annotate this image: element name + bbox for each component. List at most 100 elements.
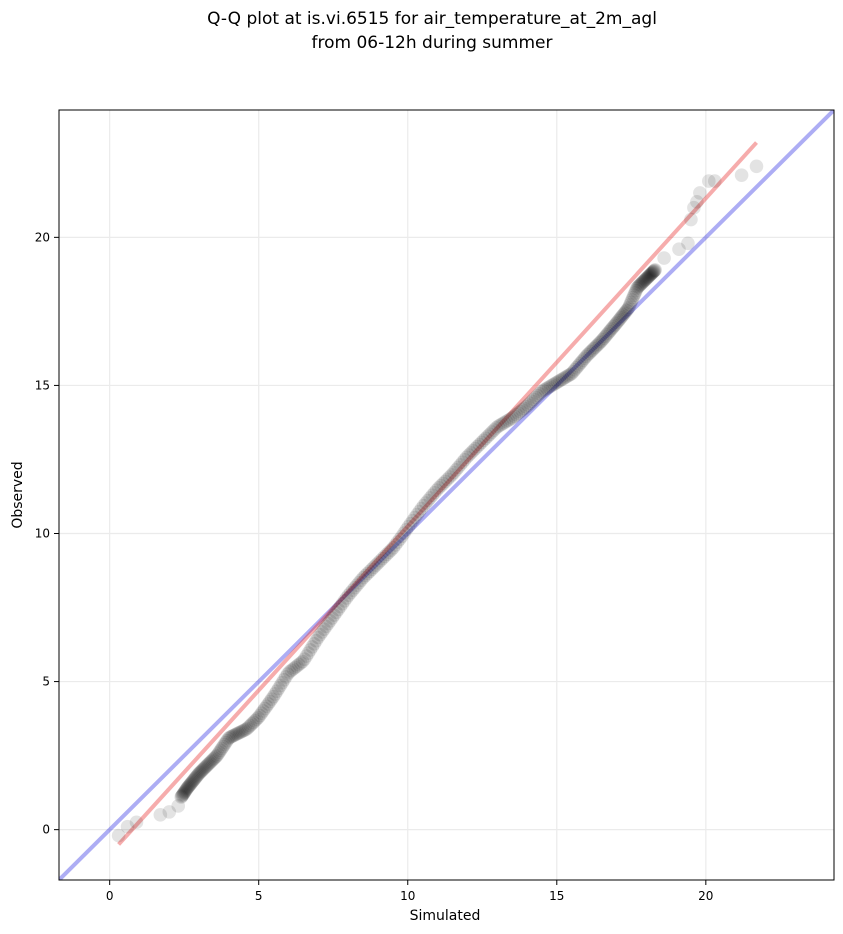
qq-tail-point [693, 186, 707, 200]
qq-point [375, 551, 390, 566]
y-axis-label: Observed [10, 461, 26, 528]
qq-point [615, 309, 629, 324]
qq-point [195, 763, 210, 777]
qq-point [624, 295, 638, 310]
qq-point [636, 274, 651, 289]
qq-point [259, 699, 274, 714]
qq-point [228, 727, 243, 742]
qq-point [384, 543, 398, 557]
qq-point [249, 712, 264, 727]
qq-point [487, 423, 501, 437]
qq-point [198, 760, 213, 774]
qq-point [515, 403, 529, 417]
qq-point [194, 764, 209, 778]
qq-point [256, 704, 270, 718]
qq-point [629, 283, 643, 298]
qq-point [315, 625, 329, 639]
qq-point [556, 371, 570, 386]
qq-point [576, 353, 590, 367]
qq-point [495, 417, 510, 431]
qq-point [229, 727, 244, 741]
qq-point [517, 401, 531, 416]
qq-point [602, 324, 617, 339]
qq-point [423, 491, 437, 505]
data-points [111, 159, 764, 843]
qq-point [457, 452, 472, 467]
qq-point [582, 346, 597, 361]
qq-point [177, 785, 191, 800]
qq-point [401, 519, 416, 534]
qq-point [470, 439, 485, 454]
qq-point [599, 328, 614, 342]
qq-point [564, 366, 579, 381]
qq-point [305, 640, 320, 654]
qq-point [466, 443, 480, 458]
qq-point [367, 560, 381, 574]
qq-point [577, 351, 592, 366]
qq-point [386, 540, 401, 555]
qq-point [491, 419, 505, 434]
qq-point [222, 730, 237, 745]
plot-area-frame [58, 109, 835, 881]
qq-point [523, 396, 537, 410]
qq-point [436, 476, 450, 491]
qq-point [594, 334, 608, 349]
qq-point [178, 783, 193, 798]
qq-point [410, 507, 424, 522]
qq-point [390, 535, 405, 549]
qq-point [545, 378, 560, 392]
qq-point [635, 275, 650, 290]
qq-point [547, 377, 561, 391]
qq-point [266, 689, 281, 704]
qq-point [254, 706, 269, 721]
qq-point [588, 340, 603, 355]
qq-point [196, 762, 211, 776]
qq-tail-point [657, 251, 671, 265]
qq-point [501, 413, 516, 428]
qq-point [606, 320, 621, 334]
qq-point [478, 431, 493, 446]
qq-point [568, 363, 582, 377]
qq-point [503, 412, 518, 426]
qq-point [362, 564, 377, 579]
qq-point [187, 772, 201, 787]
qq-point [395, 529, 409, 544]
qq-point [434, 478, 448, 493]
qq-point [220, 733, 234, 748]
qq-point [291, 657, 306, 672]
qq-tail-point [171, 799, 186, 813]
qq-point [191, 767, 206, 781]
qq-point [301, 646, 316, 660]
qq-point [210, 748, 224, 763]
qq-point [483, 427, 497, 441]
qq-point [290, 659, 304, 673]
qq-point [646, 264, 661, 279]
qq-point [174, 790, 189, 804]
qq-point [218, 735, 233, 750]
qq-point [628, 286, 642, 300]
qq-point [571, 359, 585, 373]
qq-point [279, 670, 293, 684]
qq-point [485, 425, 499, 439]
qq-point [511, 406, 526, 420]
qq-point [627, 288, 641, 303]
qq-point [538, 382, 552, 397]
qq-point [642, 268, 657, 283]
qq-point [412, 504, 427, 519]
qq-tail-point [749, 159, 764, 174]
qq-point [253, 708, 267, 723]
qq-point [192, 766, 207, 780]
qq-point [557, 370, 572, 385]
qq-point [317, 622, 331, 636]
qq-point [188, 771, 202, 786]
qq-point [566, 364, 580, 379]
qq-point [371, 556, 385, 570]
x-tick-label: 0 [106, 889, 114, 903]
qq-point [644, 267, 658, 281]
qq-tail-point [734, 168, 749, 182]
chart-title-line-2: from 06-12h during summer [312, 33, 553, 53]
qq-point [623, 298, 637, 312]
qq-point [185, 775, 200, 789]
qq-point [189, 769, 204, 784]
qq-point [369, 558, 383, 572]
